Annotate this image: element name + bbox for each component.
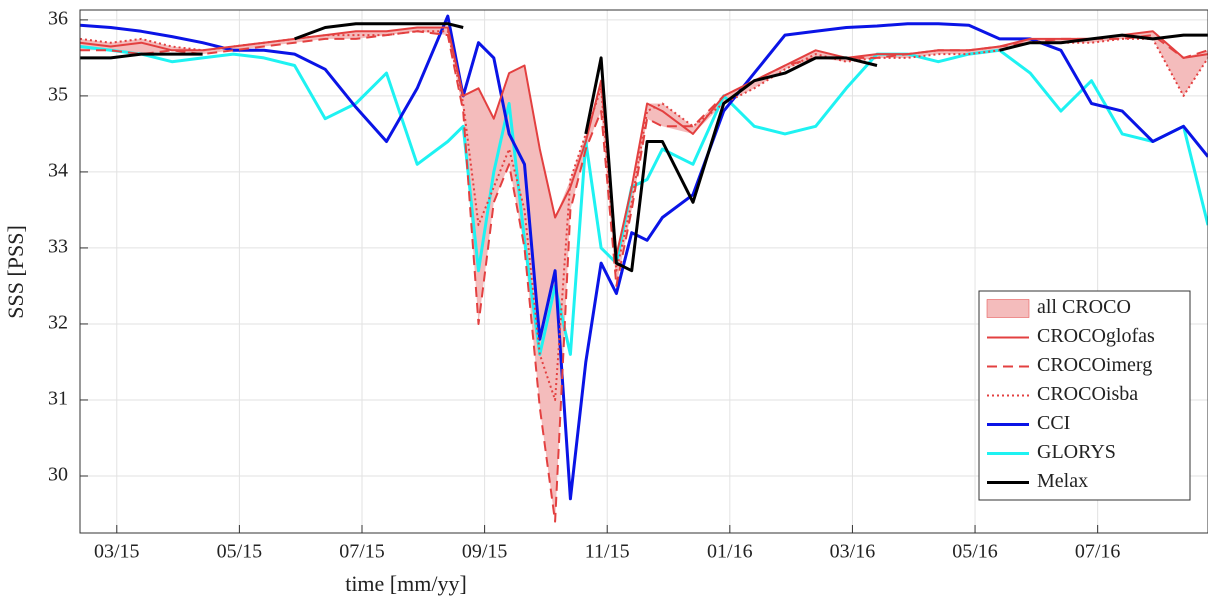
- legend-label: CROCOglofas: [1037, 325, 1155, 347]
- x-tick-label: 11/15: [585, 541, 630, 563]
- legend-swatch: [986, 299, 1030, 318]
- legend-label: CROCOimerg: [1037, 354, 1152, 376]
- y-tick-label: 34: [48, 160, 68, 182]
- x-tick-label: 07/16: [1075, 541, 1121, 563]
- series-line: [79, 30, 1208, 401]
- x-tick-label: 07/15: [339, 541, 385, 563]
- legend: all CROCO CROCOglofas CROCOimerg CROCOisba C…: [978, 290, 1191, 501]
- x-tick-label: 09/15: [462, 541, 508, 563]
- series-line: [80, 22, 1208, 273]
- x-axis-label: time [mm/yy]: [345, 571, 467, 596]
- legend-label: GLORYS: [1037, 441, 1116, 463]
- legend-label: CCI: [1037, 412, 1070, 434]
- legend-label: CROCOisba: [1037, 383, 1138, 405]
- series-line: [79, 26, 1208, 257]
- y-tick-label: 36: [48, 7, 68, 29]
- legend-label: all CROCO: [1037, 296, 1131, 318]
- band-layer: [80, 27, 1208, 522]
- x-tick-label: 05/16: [952, 541, 998, 563]
- y-axis-label: SSS [PSS]: [3, 225, 28, 319]
- legend-label: Melax: [1037, 470, 1088, 492]
- x-tick-label: 03/16: [830, 541, 876, 563]
- series-line: [79, 14, 1208, 501]
- plot-frame: [79, 9, 1208, 534]
- ticks: 30 31 32 33 34 35 36 03/15 05/15 07/15 09/15 11/15 0…: [48, 7, 1120, 562]
- x-tick-label: 03/15: [94, 541, 140, 563]
- x-tick-label: 05/15: [217, 541, 263, 563]
- y-tick-label: 33: [48, 236, 68, 258]
- x-tick-label: 01/16: [707, 541, 753, 563]
- y-tick-label: 30: [48, 464, 68, 486]
- y-tick-label: 31: [48, 388, 68, 410]
- line-layer: [79, 14, 1208, 523]
- y-tick-label: 32: [48, 312, 68, 334]
- band-area: [80, 27, 1208, 522]
- y-tick-label: 35: [48, 83, 68, 105]
- legend-box: [978, 290, 1191, 501]
